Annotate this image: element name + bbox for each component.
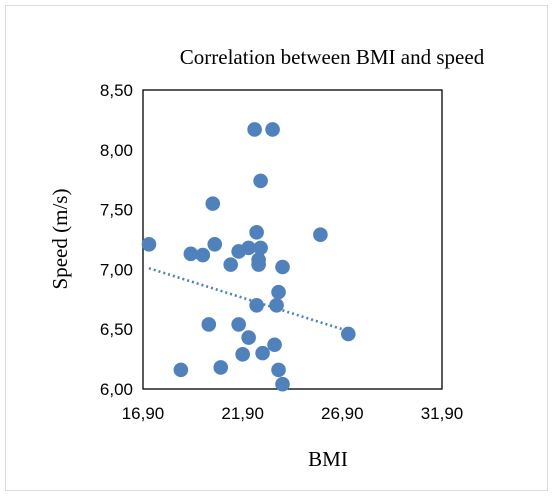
- x-tick-label: 21,90: [221, 404, 264, 423]
- x-axis-label: BMI: [308, 447, 348, 471]
- data-point: [249, 297, 264, 313]
- y-tick-label: 6,50: [100, 320, 133, 339]
- y-tick-label: 7,50: [100, 201, 133, 220]
- plot-area: [142, 89, 443, 390]
- data-point: [183, 246, 199, 262]
- data-point: [223, 257, 239, 272]
- y-axis-label: Speed (m/s): [48, 189, 72, 290]
- y-tick-label: 8,50: [100, 81, 133, 100]
- data-point: [201, 317, 217, 332]
- data-point: [275, 376, 290, 392]
- data-point: [173, 362, 189, 378]
- trendline: [148, 266, 343, 331]
- data-point: [141, 236, 157, 252]
- data-point: [253, 173, 268, 189]
- data-point: [231, 317, 246, 332]
- data-point: [241, 240, 256, 256]
- data-point: [265, 122, 280, 137]
- data-point: [269, 297, 284, 313]
- data-point: [313, 227, 328, 243]
- data-point: [251, 252, 266, 268]
- data-point: [247, 122, 262, 137]
- data-point: [255, 345, 270, 361]
- data-point: [195, 247, 211, 263]
- data-point: [275, 259, 290, 275]
- y-tick-label: 7,00: [100, 260, 133, 279]
- data-point: [341, 326, 356, 342]
- data-point: [253, 240, 268, 256]
- data-points: [141, 122, 356, 392]
- data-point: [271, 284, 286, 300]
- data-point: [205, 196, 221, 211]
- data-point: [207, 236, 223, 252]
- chart-title: Correlation between BMI and speed: [180, 45, 485, 69]
- x-tick-label: 31,90: [421, 404, 464, 423]
- data-point: [267, 337, 282, 353]
- y-tick-label: 6,00: [100, 380, 133, 399]
- data-point: [249, 225, 264, 240]
- x-tick-label: 16,90: [122, 404, 165, 423]
- y-tick-label: 8,00: [100, 141, 133, 160]
- data-point: [235, 347, 250, 362]
- data-point: [213, 360, 229, 375]
- y-axis-ticks: 6,00 6,50 7,00 7,50 8,00 8,50: [100, 81, 133, 399]
- trendline-layer: [148, 266, 343, 331]
- data-point: [271, 362, 286, 378]
- x-axis-ticks: 16,90 21,90 26,90 31,90: [122, 404, 464, 423]
- data-point: [241, 330, 256, 345]
- x-tick-label: 26,90: [321, 404, 364, 423]
